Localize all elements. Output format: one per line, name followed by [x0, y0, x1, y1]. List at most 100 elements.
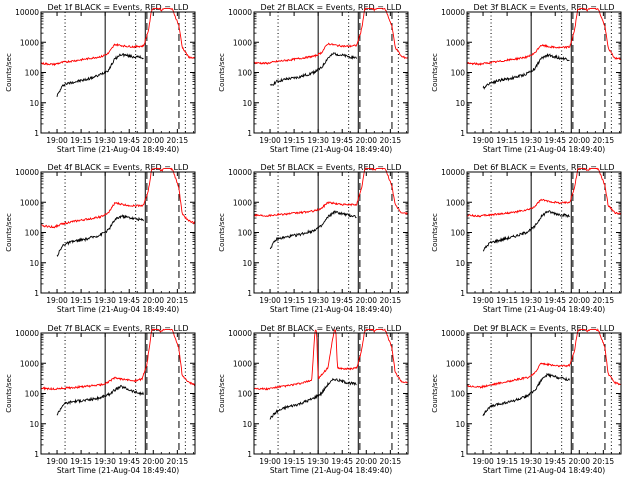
lld-series-line [41, 7, 195, 67]
x-tick-label: 19:15 [283, 457, 305, 466]
y-axis-label: Counts/sec [5, 53, 13, 92]
x-tick-label: 19:45 [118, 296, 140, 305]
y-tick-label: 1 [460, 289, 465, 298]
y-tick-label: 100 [238, 390, 253, 399]
x-tick-label: 19:15 [283, 296, 305, 305]
y-tick-label: 10 [29, 420, 39, 429]
x-tick-label: 19:30 [94, 136, 116, 145]
x-tick-label: 20:15 [593, 457, 615, 466]
detector-panel-2: Det 2f BLACK = Events, RED = LLD Counts/s… [218, 3, 409, 154]
x-tick-label: 19:45 [331, 136, 353, 145]
y-tick-label: 1 [247, 129, 252, 138]
x-tick-label: 19:00 [259, 136, 281, 145]
y-tick-label: 100 [451, 390, 466, 399]
x-tick-label: 19:45 [544, 296, 566, 305]
x-axis-label: Start Time (21-Aug-04 18:49:40) [483, 145, 605, 154]
x-tick-label: 19:00 [46, 136, 68, 145]
x-tick-label: 20:00 [568, 457, 590, 466]
events-series-line [56, 53, 144, 97]
plot-frame [466, 332, 622, 455]
panel-title: Det 3f BLACK = Events, RED = LLD [473, 3, 614, 12]
x-tick-label: 19:30 [520, 296, 542, 305]
x-tick-label: 19:30 [94, 296, 116, 305]
y-axis-label: Counts/sec [431, 53, 439, 92]
x-tick-label: 19:15 [283, 136, 305, 145]
y-tick-label: 1 [34, 289, 39, 298]
y-tick-label: 1000 [233, 198, 252, 207]
y-tick-label: 1000 [446, 38, 465, 47]
lld-series-line [467, 167, 621, 218]
x-axis-label: Start Time (21-Aug-04 18:49:40) [270, 145, 392, 154]
panel-title: Det 6f BLACK = Events, RED = LLD [473, 163, 614, 172]
y-tick-label: 100 [238, 69, 253, 78]
x-tick-label: 19:30 [307, 457, 329, 466]
y-axis-label: Counts/sec [431, 213, 439, 252]
x-tick-label: 19:45 [544, 457, 566, 466]
y-tick-label: 1000 [446, 359, 465, 368]
y-tick-label: 1000 [233, 359, 252, 368]
x-tick-label: 19:30 [520, 457, 542, 466]
plot-frame [40, 171, 196, 294]
lld-series-line [41, 328, 195, 391]
x-tick-label: 20:15 [167, 457, 189, 466]
x-tick-label: 19:15 [70, 136, 92, 145]
y-tick-label: 10 [455, 99, 465, 108]
y-tick-label: 10 [242, 420, 252, 429]
y-tick-label: 10000 [441, 8, 465, 17]
x-tick-label: 20:00 [142, 457, 164, 466]
y-tick-label: 100 [238, 229, 253, 238]
y-axis-label: Counts/sec [431, 374, 439, 413]
x-tick-label: 19:45 [331, 296, 353, 305]
panel-title: Det 1f BLACK = Events, RED = LLD [47, 3, 188, 12]
detector-panel-1: Det 1f BLACK = Events, RED = LLD Counts/s… [5, 3, 196, 154]
y-tick-label: 1000 [20, 198, 39, 207]
x-tick-label: 19:45 [118, 457, 140, 466]
x-tick-label: 20:15 [380, 296, 402, 305]
y-tick-label: 1 [460, 450, 465, 459]
lld-series-line [254, 7, 408, 65]
y-tick-label: 10 [242, 99, 252, 108]
x-tick-label: 20:15 [167, 136, 189, 145]
panel-title: Det 8f BLACK = Events, RED = LLD [260, 324, 401, 333]
x-tick-label: 19:45 [118, 136, 140, 145]
x-tick-label: 19:30 [307, 136, 329, 145]
detector-panel-6: Det 6f BLACK = Events, RED = LLD Counts/s… [431, 163, 622, 314]
events-series-line [56, 384, 144, 416]
events-series-line [269, 377, 357, 420]
x-tick-label: 20:00 [142, 296, 164, 305]
y-tick-label: 10 [29, 99, 39, 108]
x-axis-label: Start Time (21-Aug-04 18:49:40) [483, 305, 605, 314]
detector-panel-3: Det 3f BLACK = Events, RED = LLD Counts/s… [431, 3, 622, 154]
x-tick-label: 20:00 [355, 136, 377, 145]
plot-frame [253, 332, 409, 455]
y-tick-label: 100 [451, 69, 466, 78]
x-tick-label: 20:00 [142, 136, 164, 145]
panel-title: Det 5f BLACK = Events, RED = LLD [260, 163, 401, 172]
y-tick-label: 1000 [446, 198, 465, 207]
x-tick-label: 19:15 [70, 296, 92, 305]
events-series-line [56, 214, 144, 257]
x-tick-label: 20:15 [380, 136, 402, 145]
y-tick-label: 10000 [15, 329, 39, 338]
x-tick-label: 19:15 [70, 457, 92, 466]
x-tick-label: 19:30 [520, 136, 542, 145]
events-series-line [482, 372, 570, 417]
x-tick-label: 19:00 [472, 136, 494, 145]
x-axis-label: Start Time (21-Aug-04 18:49:40) [57, 466, 179, 475]
y-tick-label: 10000 [228, 329, 252, 338]
lld-series-line [254, 167, 408, 218]
y-tick-label: 100 [25, 229, 40, 238]
x-tick-label: 20:00 [568, 136, 590, 145]
x-tick-label: 20:15 [167, 296, 189, 305]
y-tick-label: 10000 [15, 8, 39, 17]
x-tick-label: 19:15 [496, 457, 518, 466]
x-tick-label: 20:15 [593, 136, 615, 145]
y-tick-label: 10000 [15, 168, 39, 177]
x-axis-label: Start Time (21-Aug-04 18:49:40) [57, 145, 179, 154]
detector-panel-9: Det 9f BLACK = Events, RED = LLD Counts/s… [431, 324, 622, 475]
y-axis-label: Counts/sec [218, 374, 226, 413]
panel-title: Det 2f BLACK = Events, RED = LLD [260, 3, 401, 12]
y-tick-label: 1 [247, 450, 252, 459]
y-tick-label: 10000 [441, 329, 465, 338]
